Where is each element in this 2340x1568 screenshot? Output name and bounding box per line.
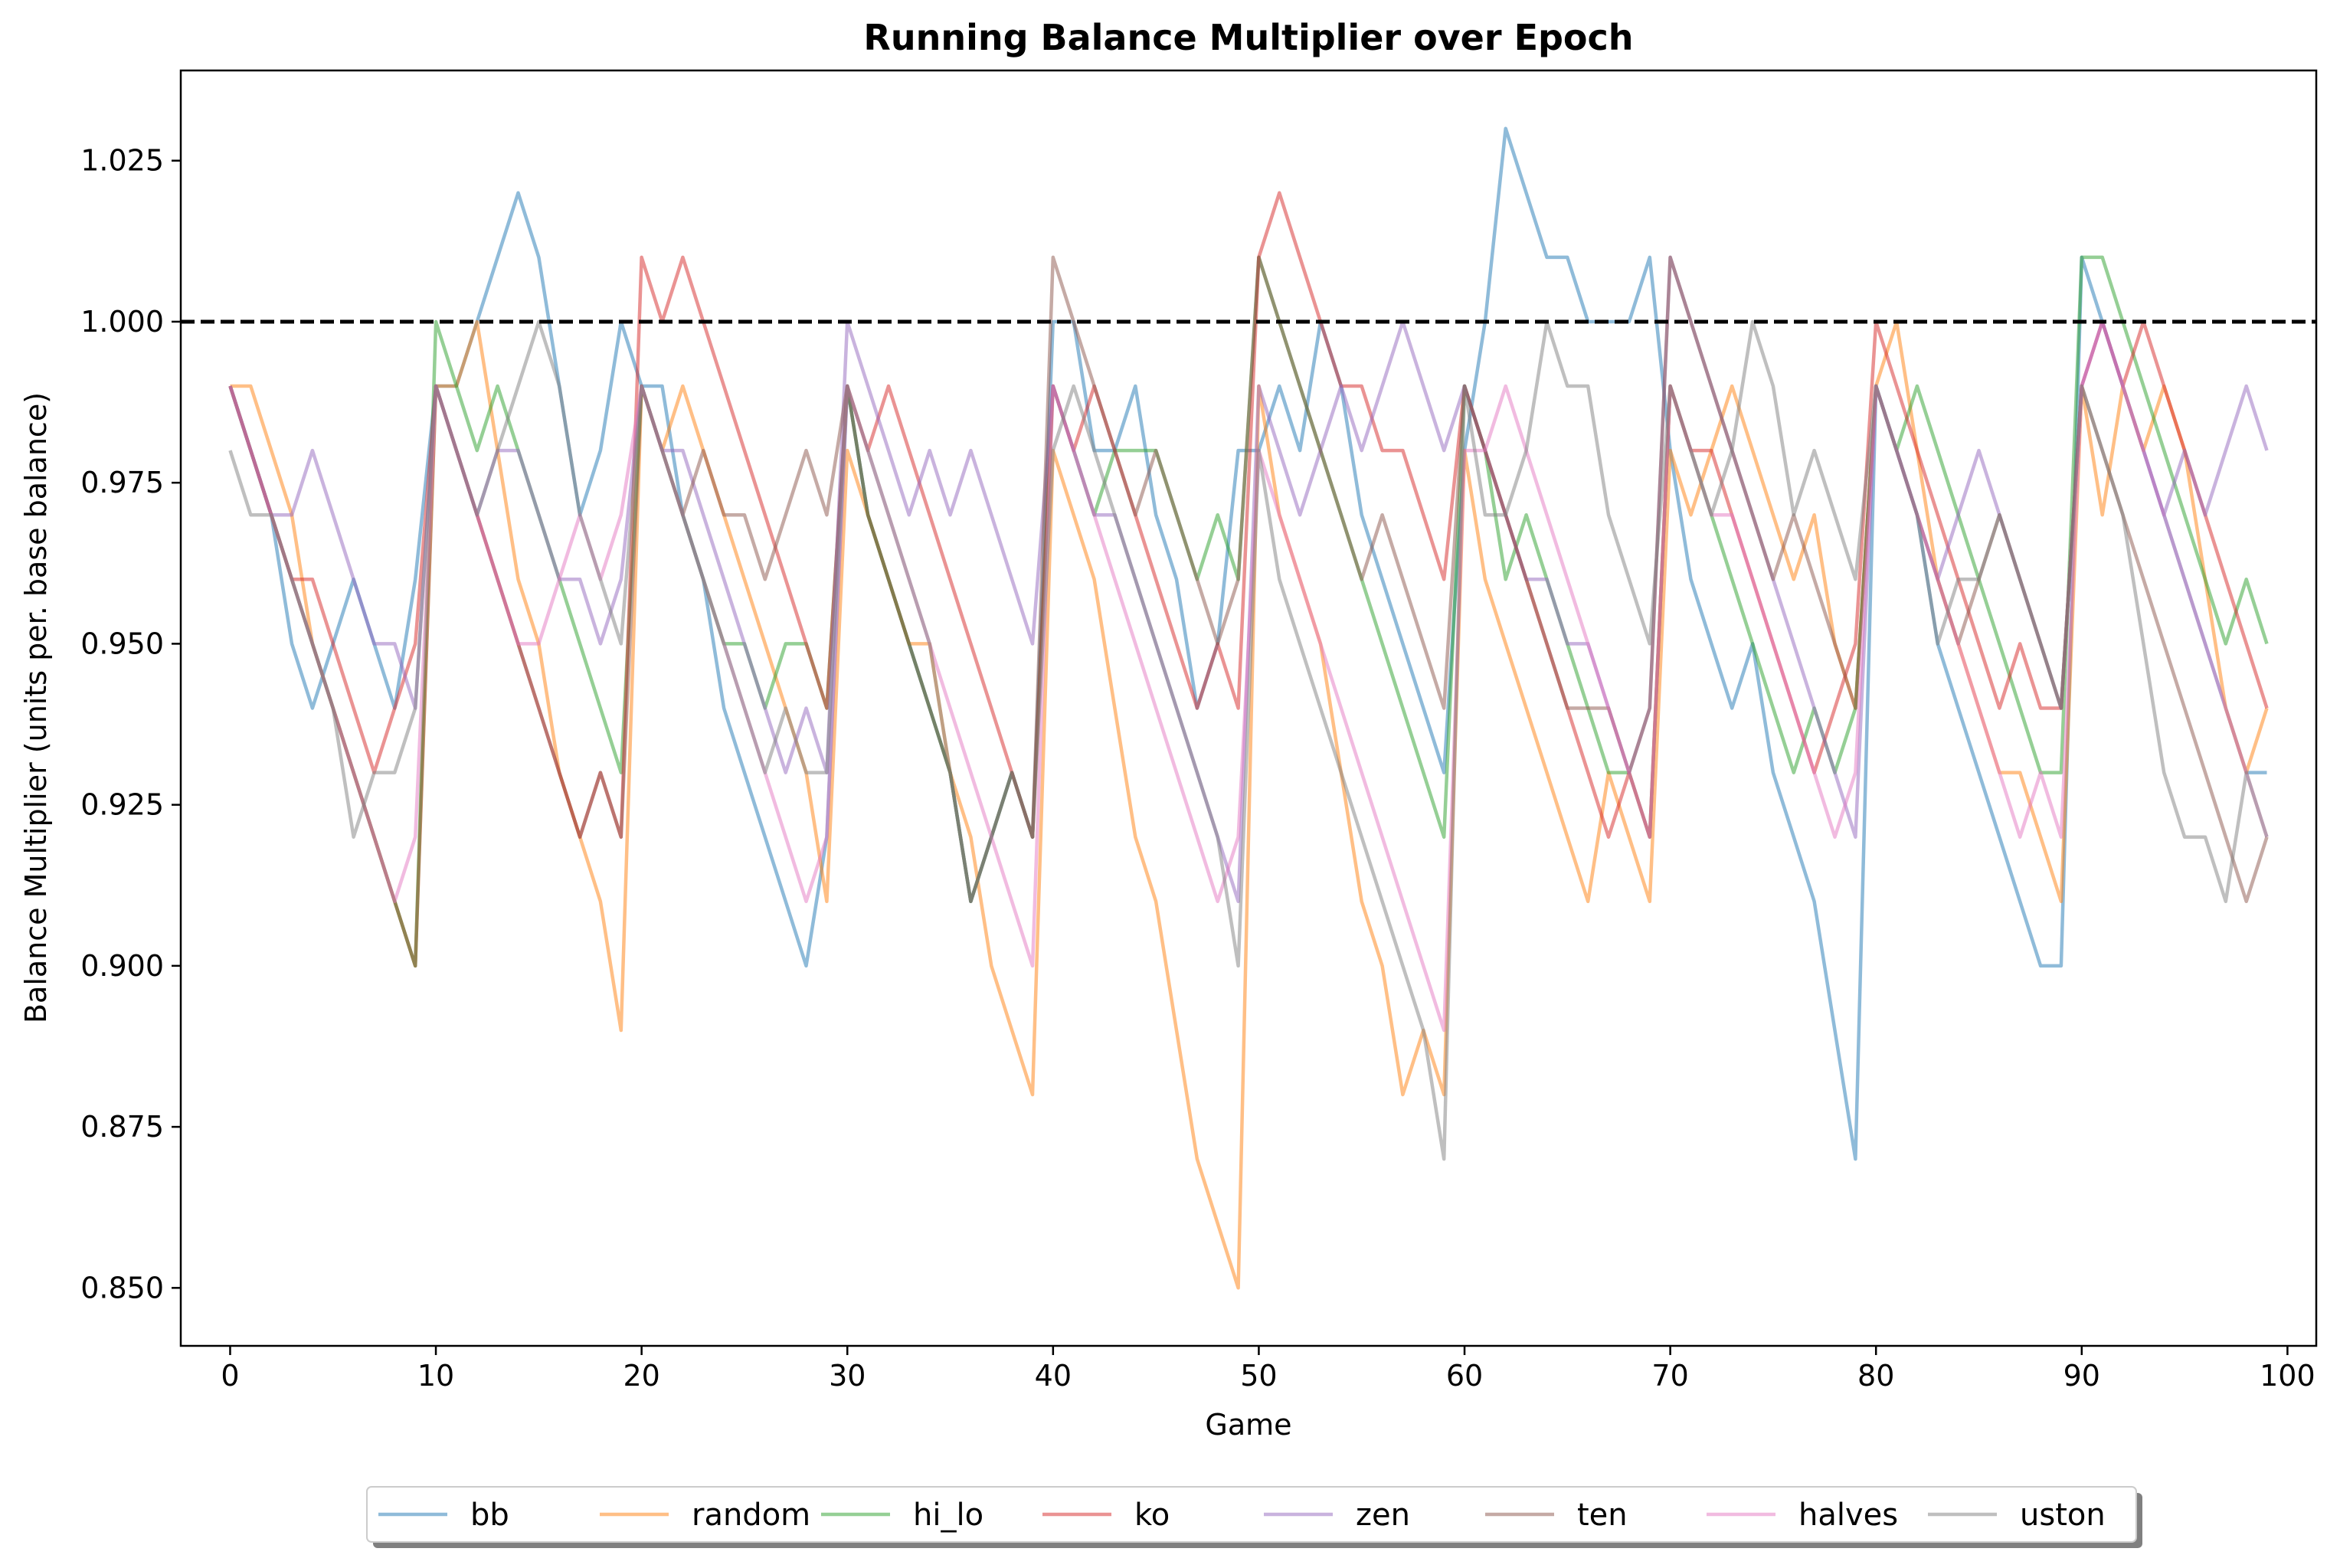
plot-frame: [179, 69, 2318, 1347]
chart-title: Running Balance Multiplier over Epoch: [863, 17, 1633, 58]
x-tick-label: 100: [2260, 1359, 2315, 1393]
y-tick-label: 0.975: [80, 466, 164, 499]
legend-label-bb: bb: [470, 1498, 509, 1533]
x-tick-label: 30: [829, 1359, 866, 1393]
x-tick-label: 0: [221, 1359, 239, 1393]
y-tick-label: 0.850: [80, 1271, 164, 1304]
x-tick-label: 90: [2063, 1359, 2100, 1393]
series-line-uston: [228, 319, 2269, 1161]
legend-label-zen: zen: [1356, 1498, 1410, 1533]
legend-label-halves: halves: [1798, 1498, 1898, 1533]
x-axis: 0 10 20 30 40 50 60 70 80 90 100: [221, 1346, 2315, 1393]
x-tick-label: 20: [623, 1359, 659, 1393]
y-tick-label: 0.925: [80, 788, 164, 822]
y-tick-label: 0.950: [80, 627, 164, 660]
legend-box: [366, 1486, 2137, 1543]
x-tick-label: 70: [1651, 1359, 1688, 1393]
y-tick-label: 0.900: [80, 949, 164, 983]
x-tick-label: 60: [1446, 1359, 1483, 1393]
y-tick-label: 0.875: [80, 1110, 164, 1144]
y-axis-label: Balance Multiplier (units per. base bala…: [19, 392, 53, 1023]
x-axis-label: Game: [1205, 1408, 1291, 1442]
x-tick-label: 80: [1857, 1359, 1894, 1393]
x-tick-label: 40: [1035, 1359, 1072, 1393]
x-tick-label: 50: [1240, 1359, 1277, 1393]
y-tick-label: 1.000: [80, 305, 164, 339]
legend-label-ko: ko: [1134, 1498, 1170, 1533]
legend-label-uston: uston: [2020, 1498, 2106, 1533]
legend-label-ten: ten: [1577, 1498, 1628, 1533]
legend-label-random: random: [692, 1498, 810, 1533]
y-axis: 0.850 0.875 0.900 0.925 0.950 0.975 1.000 1.025: [80, 144, 181, 1304]
legend-label-hi-lo: hi_lo: [913, 1498, 983, 1533]
y-tick-label: 1.025: [80, 144, 164, 178]
series-line-halves: [228, 319, 2269, 1033]
legend: bb random hi_lo ko zen ten halves uston: [366, 1486, 2142, 1548]
x-tick-label: 10: [417, 1359, 454, 1393]
plot-area: [181, 126, 2316, 1290]
